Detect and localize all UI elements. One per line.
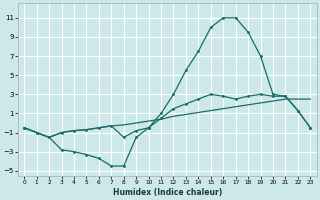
- X-axis label: Humidex (Indice chaleur): Humidex (Indice chaleur): [113, 188, 222, 197]
